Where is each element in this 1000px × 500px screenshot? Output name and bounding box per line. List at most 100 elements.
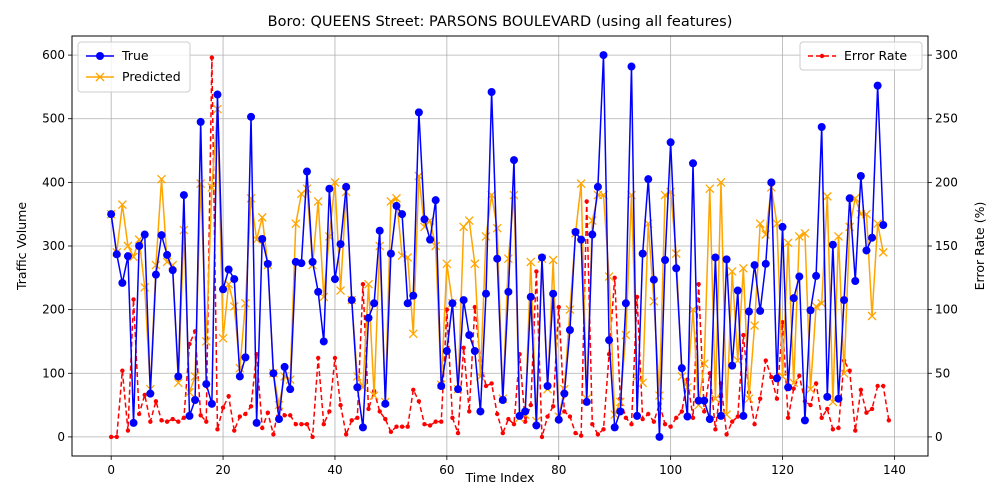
data-point	[705, 184, 715, 194]
data-point	[873, 81, 882, 90]
data-point	[364, 279, 373, 289]
data-point	[700, 396, 709, 405]
data-point	[399, 424, 405, 429]
data-point	[634, 294, 640, 300]
data-point	[181, 415, 187, 421]
data-point	[521, 407, 530, 416]
data-point	[112, 250, 121, 259]
data-point	[806, 384, 815, 394]
data-point	[839, 368, 849, 378]
data-point	[705, 415, 714, 424]
data-point	[550, 404, 556, 409]
y-tick-label: 0	[57, 430, 65, 444]
data-point	[655, 432, 664, 441]
data-point	[562, 409, 567, 414]
data-point	[526, 292, 535, 301]
data-point	[179, 191, 188, 200]
data-point	[834, 231, 843, 241]
data-point	[744, 307, 753, 316]
data-point	[173, 378, 183, 388]
data-point	[151, 270, 160, 279]
legend-marker	[95, 72, 105, 82]
data-point	[383, 416, 388, 422]
data-point	[543, 382, 552, 390]
legend-predicted-swatch	[86, 72, 114, 82]
data-point	[219, 285, 228, 294]
data-point	[511, 421, 517, 427]
data-point	[651, 419, 657, 424]
data-point	[666, 138, 675, 147]
data-point	[107, 210, 116, 219]
data-point	[565, 305, 575, 315]
data-point	[784, 383, 793, 392]
y-tick-label: 200	[42, 303, 65, 317]
data-point	[420, 215, 429, 224]
data-point	[601, 427, 606, 432]
data-point	[588, 230, 597, 239]
data-point	[808, 402, 813, 408]
data-point	[789, 294, 798, 303]
data-point	[847, 368, 852, 373]
data-point	[476, 407, 485, 416]
data-point	[470, 347, 479, 355]
data-point	[129, 418, 138, 427]
data-point	[515, 411, 524, 420]
data-point	[179, 225, 189, 235]
data-point	[761, 259, 770, 268]
data-point	[433, 419, 438, 424]
data-point	[271, 432, 276, 437]
data-point	[196, 117, 205, 126]
data-point	[131, 297, 136, 302]
y2-tick-label: 150	[935, 239, 958, 253]
data-point	[774, 396, 780, 401]
data-point	[722, 255, 731, 264]
data-point	[386, 249, 395, 258]
data-point	[729, 419, 735, 424]
data-point	[699, 359, 709, 369]
data-point	[560, 389, 569, 398]
data-point	[392, 193, 401, 203]
data-point	[638, 249, 647, 258]
data-point	[336, 240, 345, 249]
data-point	[360, 281, 366, 287]
data-point	[696, 281, 701, 287]
data-point	[482, 289, 491, 298]
data-point	[263, 259, 272, 268]
data-point	[204, 419, 209, 424]
data-point	[207, 399, 216, 408]
data-point	[164, 419, 170, 424]
data-point	[797, 373, 802, 379]
legend-true-label: True	[121, 48, 149, 63]
data-point	[683, 412, 692, 421]
data-point	[388, 429, 394, 435]
data-point	[504, 287, 513, 296]
data-point	[741, 332, 746, 338]
data-point	[125, 428, 131, 433]
data-point	[291, 219, 301, 229]
data-point	[862, 246, 871, 255]
data-point	[800, 416, 809, 425]
y2-tick-label: 300	[935, 48, 958, 62]
data-point	[677, 364, 686, 373]
left-axis-ticks: 0 100 200 300 400 500 600	[42, 48, 72, 444]
data-point	[220, 405, 226, 410]
data-point	[461, 345, 466, 351]
data-point	[545, 414, 550, 419]
data-point	[750, 321, 760, 331]
data-point	[366, 406, 371, 412]
data-point	[605, 336, 614, 345]
data-point	[349, 418, 354, 423]
data-point	[293, 421, 298, 427]
data-point	[241, 353, 250, 362]
y2-tick-label: 100	[935, 303, 958, 317]
data-point	[769, 374, 774, 380]
data-point	[265, 410, 271, 415]
x-tick-label: 60	[439, 463, 454, 477]
data-point	[548, 255, 558, 265]
data-point	[168, 266, 177, 275]
data-point	[503, 254, 513, 264]
data-point	[198, 413, 203, 418]
data-point	[302, 167, 311, 176]
data-point	[763, 358, 768, 363]
y-tick-label: 400	[42, 175, 65, 189]
